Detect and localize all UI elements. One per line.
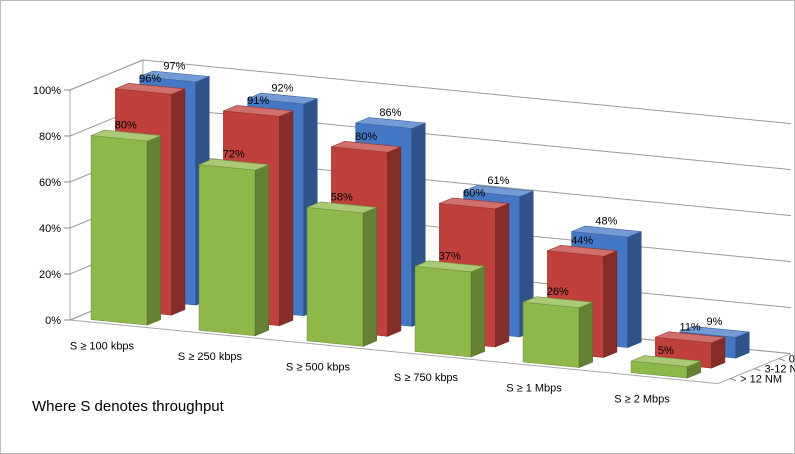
bar [414,260,485,358]
y-tick-label: 100% [33,85,61,97]
bar [522,296,593,368]
data-label: 72% [223,149,245,161]
series-tick-mark [778,358,785,362]
series-label: 0-3 NM [789,354,795,366]
x-tick-label: S ≥ 1 Mbps [506,383,562,395]
data-label: 86% [379,107,401,119]
bar [630,355,701,379]
x-tick-label: S ≥ 500 kbps [286,362,351,374]
data-label: 97% [163,60,185,72]
x-tick-label: S ≥ 250 kbps [178,351,243,363]
y-tick-label: 60% [39,177,61,189]
data-label: 58% [331,191,353,203]
gridline [69,59,791,125]
data-label: 60% [463,187,485,199]
y-tick-label: 80% [39,131,61,143]
y-tick-label: 20% [39,269,61,281]
data-label: 80% [355,131,377,143]
data-label: 61% [487,175,509,187]
data-label: 48% [595,216,617,228]
data-label: 92% [271,83,293,95]
bar [306,201,377,347]
data-label: 11% [680,321,701,333]
data-labels: 97% 92% 86% 61% 48% 9% 96% 91% 80% 60% 44% 11% 80% 72… [115,60,723,357]
data-label: 80% [115,120,137,132]
x-tick-label: S ≥ 2 Mbps [614,393,670,405]
series-label: > 12 NM [740,374,782,386]
y-tick-label: 0% [45,315,61,327]
data-label: 9% [706,316,722,328]
data-label: 37% [439,250,461,262]
x-axis-ticks: S ≥ 100 kbps S ≥ 250 kbps S ≥ 500 kbps S ≥ … [70,340,670,405]
x-tick-label: S ≥ 750 kbps [394,372,459,384]
bar [198,158,269,337]
y-axis-ticks: 0% 20% 40% 60% 80% 100% [33,85,70,327]
bars [90,70,750,379]
series-tick-mark [754,368,761,372]
data-label: 91% [247,95,269,107]
data-label: 26% [547,286,569,298]
series-label: 3-12 NM [764,364,795,376]
series-tick-mark [729,378,737,382]
footnote: Where S denotes throughput [32,398,224,415]
series-axis-ticks: > 12 NM3-12 NM0-3 NM [729,354,795,386]
x-tick-label: S ≥ 100 kbps [70,340,135,352]
data-label: 96% [139,73,161,85]
data-label: 5% [658,345,674,357]
y-tick-label: 40% [39,223,61,235]
bar [90,129,161,326]
data-label: 44% [571,235,593,247]
